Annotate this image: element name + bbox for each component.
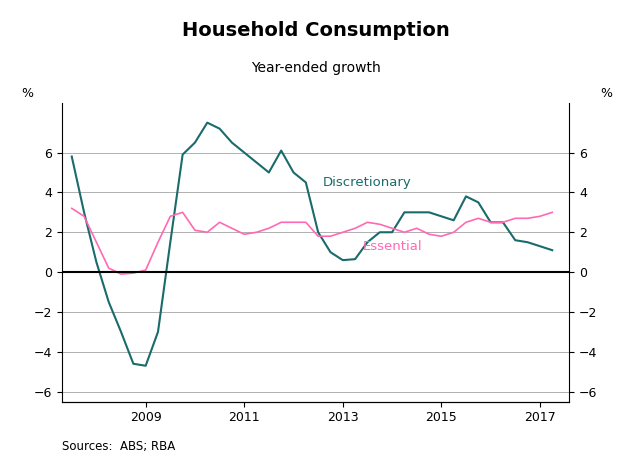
Text: Household Consumption: Household Consumption — [182, 21, 449, 40]
Text: %: % — [600, 87, 612, 100]
Title: Year-ended growth: Year-ended growth — [251, 61, 381, 75]
Text: %: % — [21, 87, 33, 100]
Text: Sources:  ABS; RBA: Sources: ABS; RBA — [62, 440, 175, 453]
Text: Essential: Essential — [363, 240, 422, 253]
Text: Discretionary: Discretionary — [323, 177, 412, 190]
